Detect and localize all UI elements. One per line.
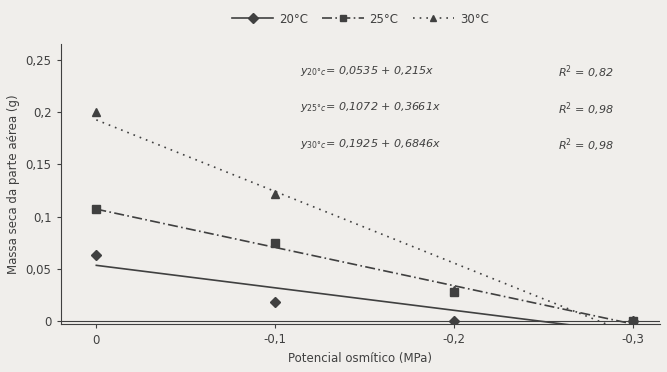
X-axis label: Potencial osmítico (MPa): Potencial osmítico (MPa) bbox=[288, 352, 432, 365]
Text: y$_{20°c}$= 0,0535 + 0,215x: y$_{20°c}$= 0,0535 + 0,215x bbox=[300, 64, 434, 78]
Text: R$^2$ = 0,82: R$^2$ = 0,82 bbox=[558, 64, 614, 81]
Legend: 20°C, 25°C, 30°C: 20°C, 25°C, 30°C bbox=[227, 8, 494, 30]
Text: R$^2$ = 0,98: R$^2$ = 0,98 bbox=[558, 100, 614, 118]
Text: y$_{25°c}$= 0,1072 + 0,3661x: y$_{25°c}$= 0,1072 + 0,3661x bbox=[300, 100, 441, 114]
Text: R$^2$ = 0,98: R$^2$ = 0,98 bbox=[558, 137, 614, 154]
Y-axis label: Massa seca da parte aérea (g): Massa seca da parte aérea (g) bbox=[7, 94, 20, 274]
Text: y$_{30°c}$= 0,1925 + 0,6846x: y$_{30°c}$= 0,1925 + 0,6846x bbox=[300, 137, 442, 151]
